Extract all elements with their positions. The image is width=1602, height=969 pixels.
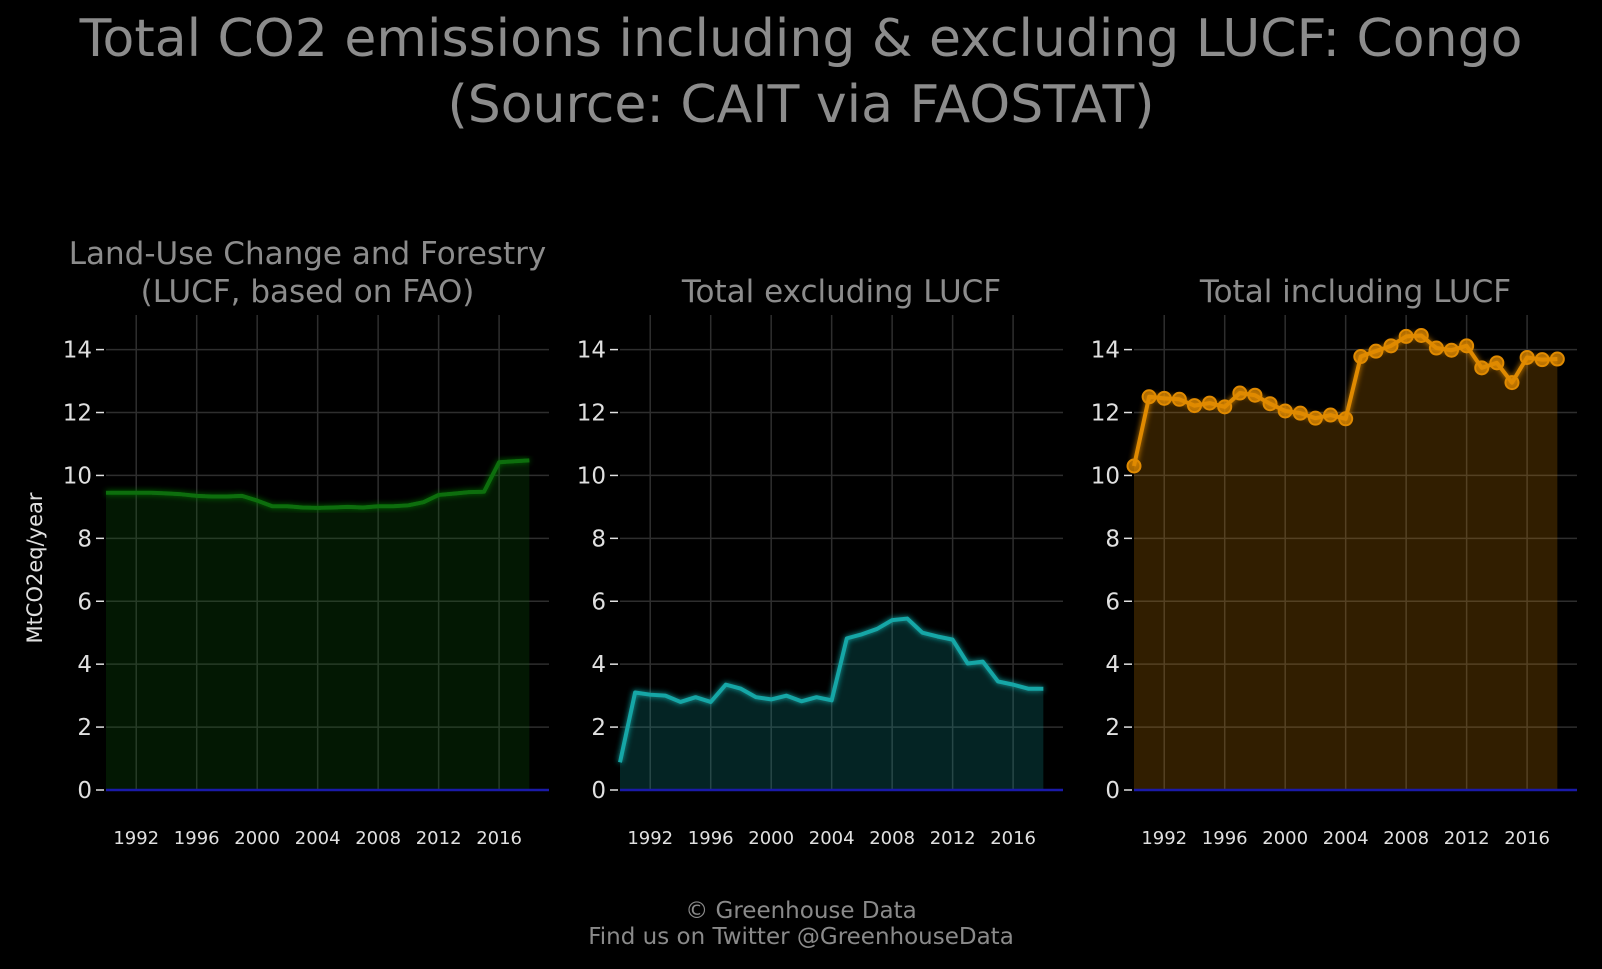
footer-twitter: Find us on Twitter @GreenhouseData xyxy=(588,924,1014,950)
x-tick-label: 2016 xyxy=(476,828,522,849)
main-title: Total CO2 emissions including & excludin… xyxy=(0,6,1602,138)
data-point xyxy=(1489,355,1505,371)
x-tick-label: 2008 xyxy=(1383,828,1429,849)
y-tick-label: 10 xyxy=(63,463,92,489)
data-point xyxy=(1292,405,1308,421)
panel-title-line1: Land-Use Change and Forestry xyxy=(69,236,547,272)
panel-title-line2: Total excluding LUCF xyxy=(681,274,1001,310)
y-tick-label: 12 xyxy=(577,401,606,427)
y-tick-label: 10 xyxy=(1091,463,1120,489)
x-tick-label: 2012 xyxy=(416,828,462,849)
y-tick-label: 2 xyxy=(1105,715,1120,741)
y-tick-label: 8 xyxy=(1105,526,1120,552)
y-tick-label: 6 xyxy=(77,589,92,615)
x-tick-label: 2000 xyxy=(748,828,794,849)
data-point xyxy=(1428,340,1444,356)
series-area xyxy=(620,618,1044,790)
y-tick-label: 8 xyxy=(591,526,606,552)
x-tick-label: 2000 xyxy=(234,828,280,849)
x-tick-label: 1992 xyxy=(113,828,159,849)
series-area xyxy=(106,460,530,790)
data-point xyxy=(1549,351,1565,367)
series-line xyxy=(618,616,1044,763)
y-tick-label: 14 xyxy=(63,338,92,364)
data-point xyxy=(1504,375,1520,391)
footer: © Greenhouse Data Find us on Twitter @Gr… xyxy=(0,898,1602,950)
y-tick-label: 2 xyxy=(591,715,606,741)
y-tick-label: 0 xyxy=(1105,778,1120,804)
data-point xyxy=(1398,328,1414,344)
main-title-line2: (Source: CAIT via FAOSTAT) xyxy=(447,75,1155,135)
x-tick-label: 2008 xyxy=(355,828,401,849)
data-point xyxy=(1126,458,1142,474)
y-tick-label: 14 xyxy=(1091,338,1120,364)
x-tick-label: 2012 xyxy=(1444,828,1490,849)
data-point xyxy=(1171,391,1187,407)
data-point xyxy=(1413,327,1429,343)
data-point xyxy=(1383,338,1399,354)
data-point xyxy=(1323,407,1339,423)
x-tick-label: 2004 xyxy=(1323,828,1369,849)
data-point xyxy=(1141,389,1157,405)
x-tick-label: 2008 xyxy=(869,828,915,849)
y-axis-label: MtCO2eq/year xyxy=(23,492,47,643)
panel-lucf: 0 2 4 6 8 10 12 14 1992 1996 2000 2004 2008 2012 2016 L… xyxy=(63,236,549,849)
data-point xyxy=(1459,338,1475,354)
panel-excl-lucf: 0 2 4 6 8 10 12 14 1992 1996 2000 2004 2008 2012 2016 T… xyxy=(577,274,1063,849)
data-point xyxy=(1368,343,1384,359)
panel-title-line2: (LUCF, based on FAO) xyxy=(141,274,475,310)
x-tick-label: 1996 xyxy=(1202,828,1248,849)
x-tick-label: 1996 xyxy=(174,828,220,849)
x-tick-label: 1996 xyxy=(688,828,734,849)
x-tick-label: 1992 xyxy=(1141,828,1187,849)
main-title-line1: Total CO2 emissions including & excludin… xyxy=(79,9,1523,69)
x-tick-label: 2016 xyxy=(1504,828,1550,849)
x-tick-label: 1992 xyxy=(627,828,673,849)
y-tick-label: 6 xyxy=(591,589,606,615)
series-line xyxy=(106,458,530,510)
y-tick-label: 12 xyxy=(1091,401,1120,427)
data-point xyxy=(1186,398,1202,414)
x-tick-label: 2000 xyxy=(1262,828,1308,849)
data-point xyxy=(1277,403,1293,419)
x-tick-label: 2012 xyxy=(930,828,976,849)
series-area xyxy=(1134,335,1558,790)
data-point xyxy=(1444,342,1460,358)
data-point xyxy=(1519,349,1535,365)
data-point xyxy=(1202,395,1218,411)
y-tick-label: 4 xyxy=(1105,652,1120,678)
panel-title-line2: Total including LUCF xyxy=(1199,274,1511,310)
data-point xyxy=(1156,390,1172,406)
x-tick-label: 2004 xyxy=(295,828,341,849)
data-point xyxy=(1247,387,1263,403)
y-tick-label: 4 xyxy=(77,652,92,678)
y-tick-label: 0 xyxy=(591,778,606,804)
data-point xyxy=(1307,410,1323,426)
data-point xyxy=(1232,385,1248,401)
y-tick-label: 0 xyxy=(77,778,92,804)
x-tick-label: 2016 xyxy=(990,828,1036,849)
x-tick-label: 2004 xyxy=(809,828,855,849)
y-tick-label: 10 xyxy=(577,463,606,489)
y-tick-label: 6 xyxy=(1105,589,1120,615)
data-point xyxy=(1353,349,1369,365)
data-point xyxy=(1474,360,1490,376)
y-tick-label: 12 xyxy=(63,401,92,427)
panel-incl-lucf: 0 2 4 6 8 10 12 14 1992 1996 2000 2004 2008 2012 2016 T… xyxy=(1091,274,1577,849)
data-point xyxy=(1217,399,1233,415)
y-tick-label: 8 xyxy=(77,526,92,552)
footer-copyright: © Greenhouse Data xyxy=(685,898,917,924)
y-tick-label: 4 xyxy=(591,652,606,678)
y-tick-label: 2 xyxy=(77,715,92,741)
data-point xyxy=(1262,396,1278,412)
data-point xyxy=(1534,352,1550,368)
data-point xyxy=(1338,411,1354,427)
y-tick-label: 14 xyxy=(577,338,606,364)
